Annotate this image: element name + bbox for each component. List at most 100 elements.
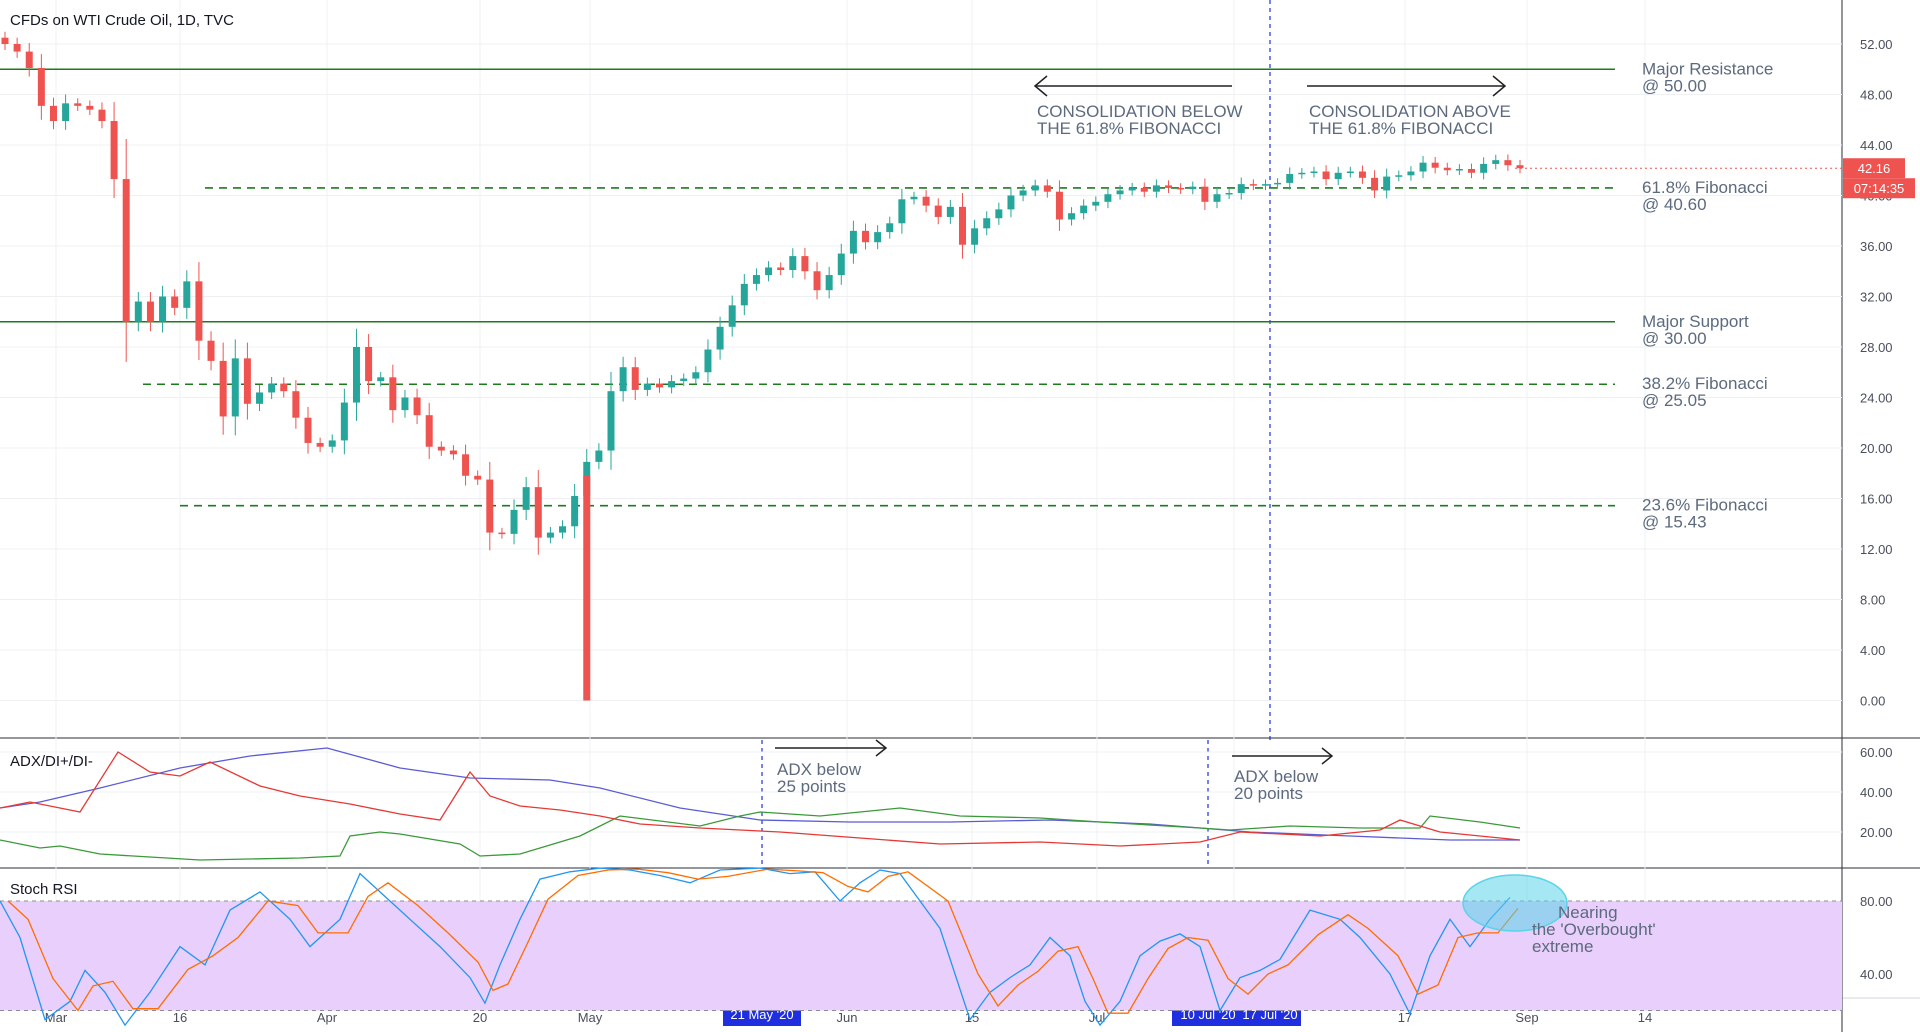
candle-body bbox=[1201, 186, 1209, 202]
candle-body bbox=[1019, 190, 1027, 196]
candle-body bbox=[1104, 194, 1112, 202]
candle-body bbox=[74, 103, 82, 106]
candle-body bbox=[898, 199, 906, 224]
last-price-badge bbox=[1843, 158, 1905, 179]
candle-body bbox=[1480, 163, 1488, 173]
candle-body bbox=[1225, 192, 1233, 195]
stoch-d-line bbox=[7, 868, 1519, 1014]
candle-body bbox=[995, 209, 1003, 219]
candle-body bbox=[1, 37, 9, 44]
candle-body bbox=[534, 487, 542, 538]
candle-body bbox=[449, 450, 457, 455]
candle-body bbox=[1165, 185, 1173, 188]
level-label: 38.2% Fibonacci bbox=[1642, 374, 1768, 393]
annotation-text: CONSOLIDATION ABOVE bbox=[1309, 102, 1511, 121]
candle-body bbox=[268, 383, 276, 393]
candle-body bbox=[413, 397, 421, 416]
candle-body bbox=[1395, 175, 1403, 177]
candle-body bbox=[401, 397, 409, 411]
candle-body bbox=[280, 383, 288, 392]
adx-line bbox=[0, 747, 1520, 841]
candle-body bbox=[595, 450, 603, 462]
adx-tick-label: 40.00 bbox=[1860, 785, 1893, 800]
candle-body bbox=[352, 347, 360, 403]
candle-body bbox=[195, 281, 203, 341]
annotation-text: extreme bbox=[1532, 937, 1593, 956]
annotation-text: Nearing bbox=[1558, 903, 1618, 922]
candle-body bbox=[1092, 201, 1100, 206]
candle-body bbox=[1031, 185, 1039, 191]
candle-body bbox=[1237, 184, 1245, 193]
candle-body bbox=[316, 442, 324, 447]
candle-body bbox=[474, 475, 482, 480]
annotation-text: THE 61.8% FIBONACCI bbox=[1309, 119, 1493, 138]
di-plus-line bbox=[0, 807, 1521, 861]
annotation-arrowhead bbox=[1033, 75, 1048, 97]
adx-title: ADX/DI+/DI- bbox=[10, 753, 93, 770]
candle-body bbox=[437, 446, 445, 451]
candle-body bbox=[910, 196, 918, 200]
candle-body bbox=[789, 256, 797, 270]
candle-body bbox=[365, 347, 373, 382]
candle-body bbox=[25, 51, 33, 68]
candle-body bbox=[643, 383, 651, 390]
price-tick-label: 52.00 bbox=[1860, 37, 1893, 52]
candle-body bbox=[607, 391, 615, 451]
candle-body bbox=[1516, 165, 1524, 169]
candle-body bbox=[498, 532, 506, 535]
candles bbox=[1, 31, 1842, 701]
candle-body bbox=[1177, 187, 1185, 190]
x-tick-label: May bbox=[578, 1010, 603, 1025]
candle-body bbox=[1189, 186, 1197, 190]
candle-body bbox=[231, 358, 239, 417]
price-tick-label: 24.00 bbox=[1860, 391, 1893, 406]
annotation-text: ADX below bbox=[1234, 767, 1319, 786]
candle-body bbox=[389, 377, 397, 411]
candle-body bbox=[49, 105, 57, 122]
candle-body bbox=[340, 402, 348, 441]
candle-body bbox=[522, 487, 530, 510]
level-label: Major Resistance bbox=[1642, 59, 1773, 78]
candle-body bbox=[886, 223, 894, 233]
candle-body bbox=[777, 267, 785, 270]
candle-body bbox=[510, 509, 518, 534]
candle-body bbox=[462, 454, 470, 476]
candle-body bbox=[740, 283, 748, 306]
x-tick-label: 17 bbox=[1398, 1010, 1412, 1025]
annotation-text: the 'Overbought' bbox=[1532, 920, 1656, 939]
candle-body bbox=[680, 378, 688, 382]
candle-body bbox=[62, 103, 70, 122]
candle-body bbox=[1298, 172, 1306, 175]
candle-body bbox=[425, 415, 433, 447]
countdown-badge bbox=[1843, 178, 1915, 199]
x-tick-label: 14 bbox=[1638, 1010, 1652, 1025]
candle-body bbox=[134, 301, 142, 322]
level-value-label: @ 25.05 bbox=[1642, 391, 1707, 410]
candle-body bbox=[1213, 194, 1221, 202]
level-label: 61.8% Fibonacci bbox=[1642, 178, 1768, 197]
annotation-arrowhead bbox=[1492, 75, 1507, 97]
candle-body bbox=[1334, 172, 1342, 180]
candle-body bbox=[837, 253, 845, 276]
adx-tick-label: 60.00 bbox=[1860, 745, 1893, 760]
candle-body bbox=[256, 392, 264, 404]
candle-body bbox=[1055, 191, 1063, 220]
candle-body bbox=[486, 479, 494, 533]
x-tick-label: Mar bbox=[45, 1010, 68, 1025]
level-value-label: @ 40.60 bbox=[1642, 195, 1707, 214]
price-tick-label: 16.00 bbox=[1860, 492, 1893, 507]
annotation-arrowhead bbox=[875, 739, 888, 757]
annotation-text: THE 61.8% FIBONACCI bbox=[1037, 119, 1221, 138]
candle-body bbox=[292, 391, 300, 418]
annotation-text: ADX below bbox=[777, 760, 862, 779]
candle-body bbox=[13, 44, 21, 52]
candle-body bbox=[1007, 195, 1015, 210]
price-tick-label: 12.00 bbox=[1860, 542, 1893, 557]
candle-body bbox=[971, 228, 979, 245]
candle-body bbox=[207, 340, 215, 361]
candle-body bbox=[1346, 171, 1354, 174]
candle-body bbox=[304, 417, 312, 443]
candle-body bbox=[1371, 177, 1379, 191]
